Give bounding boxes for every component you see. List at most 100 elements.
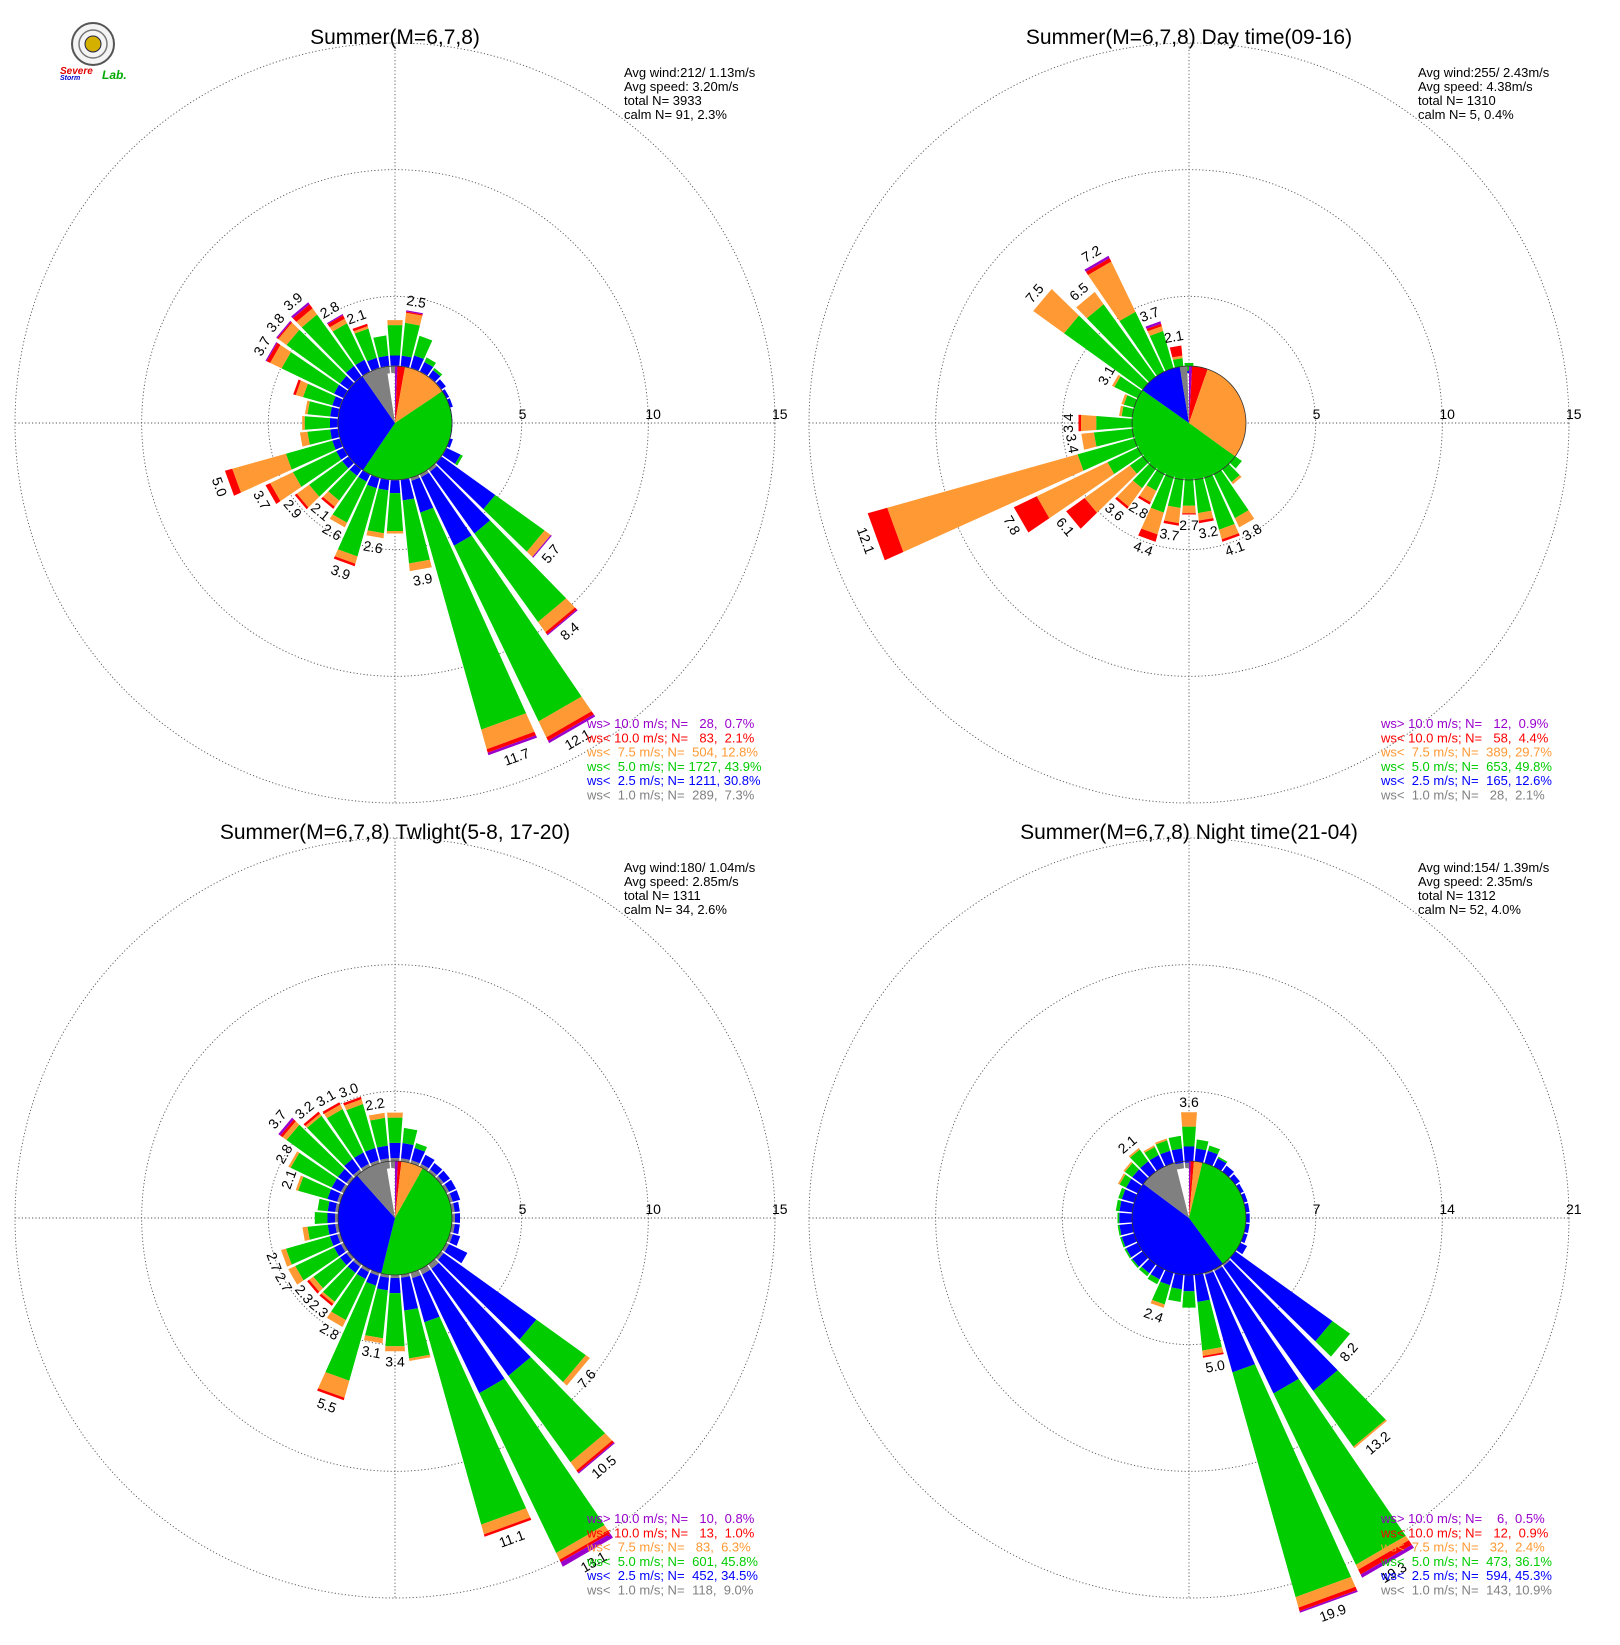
bar-segment	[444, 1244, 468, 1264]
bar-segment	[1088, 261, 1136, 321]
chart-title: Summer(M=6,7,8) Twlight(5-8, 17-20)	[220, 821, 570, 844]
bar-segment	[1129, 453, 1152, 474]
bar-label: 2.6	[362, 537, 384, 556]
bar-label: 3.6	[1179, 1094, 1199, 1110]
bar-segment	[1360, 1544, 1414, 1578]
bar-segment	[365, 1147, 379, 1164]
bar-segment	[474, 520, 567, 622]
bar-segment	[1232, 1364, 1352, 1598]
legend-entry: ws< 7.5 m/s; N= 83, 6.3%	[586, 1540, 751, 1555]
legend-value: 1727, 43.9%	[689, 759, 762, 774]
bar-label: 4.4	[1132, 538, 1156, 560]
legend-entry: ws< 10.0 m/s; N= 83, 2.1%	[586, 730, 755, 745]
bar-segment	[327, 315, 345, 328]
bar-segment	[481, 713, 535, 750]
bar-segment	[526, 530, 551, 557]
ring-label: 5	[1313, 406, 1321, 422]
calm-pie-slice	[395, 1161, 423, 1218]
bar-segment	[278, 1117, 294, 1136]
bar-segment	[266, 342, 281, 363]
ring-label: 15	[772, 1201, 788, 1217]
bar-segment	[385, 1293, 405, 1347]
bar-label: 3.4	[385, 1354, 405, 1370]
bar-segment	[303, 1111, 320, 1126]
bar-segment	[1197, 1299, 1222, 1351]
bar-segment	[1107, 445, 1146, 474]
bar-segment	[421, 472, 472, 546]
stat-avg-wind: Avg wind:212/ 1.13m/s	[624, 65, 756, 80]
legend-value: 504, 12.8%	[689, 745, 759, 760]
bar-segment	[352, 323, 368, 332]
bar-segment	[438, 1253, 537, 1340]
bar-segment	[400, 355, 412, 368]
wind-bar	[408, 1263, 532, 1537]
bar-segment	[337, 1168, 352, 1183]
bar-segment	[302, 416, 305, 430]
legend-entry: ws< 5.0 m/s; N= 653, 49.8%	[1380, 759, 1552, 774]
bar-segment	[314, 1212, 328, 1224]
ring-label: 7	[1313, 1201, 1321, 1217]
legend-label: ws< 2.5 m/s; N=	[586, 773, 685, 788]
bar-segment	[265, 342, 278, 362]
bar-segment	[377, 1145, 389, 1160]
bar-segment	[455, 454, 463, 466]
outer-ring	[808, 42, 1570, 804]
bar-segment	[1171, 1148, 1184, 1165]
bar-segment	[332, 476, 367, 523]
bar-segment	[322, 1266, 356, 1302]
bar-segment	[1147, 326, 1164, 336]
legend-entry: ws< 1.0 m/s; N= 118, 9.0%	[586, 1583, 754, 1598]
bar-segment	[431, 1262, 531, 1376]
bar-segment	[1182, 505, 1196, 514]
bar-segment	[538, 696, 592, 738]
bar-segment	[1182, 475, 1196, 506]
stat-calm-n: calm N= 52, 4.0%	[1418, 902, 1521, 917]
bar-segment	[389, 1142, 401, 1158]
bar-segment	[367, 488, 389, 534]
bar-segment	[420, 362, 434, 376]
bar-segment	[1084, 465, 1137, 513]
bar-segment	[1181, 1112, 1197, 1127]
bar-segment	[1298, 1586, 1357, 1612]
bar-segment	[340, 1253, 352, 1266]
bar-segment	[303, 383, 336, 406]
bar-label: 2.7	[263, 1250, 285, 1274]
bar-segment	[327, 1212, 335, 1224]
bar-segment	[1194, 1273, 1210, 1302]
bar-segment	[1119, 405, 1124, 417]
bar-segment	[428, 370, 441, 382]
bar-label: 2.2	[364, 1094, 386, 1113]
bar-segment	[1093, 428, 1139, 447]
bar-segment	[1149, 331, 1175, 373]
bar-segment	[1150, 470, 1175, 513]
calm-pie-slice	[1189, 1160, 1191, 1218]
bar-segment	[1138, 495, 1151, 505]
bar-segment	[387, 1117, 403, 1143]
bar-segment	[334, 549, 358, 564]
legend-entry: ws< 10.0 m/s; N= 13, 1.0%	[586, 1525, 755, 1540]
bar-segment	[1171, 1271, 1184, 1290]
bar-segment	[1194, 473, 1212, 514]
bar-segment	[1358, 1540, 1412, 1575]
bar-segment	[1116, 480, 1143, 507]
bar-segment	[400, 478, 415, 501]
outer-ring	[14, 837, 776, 1599]
bar-segment	[366, 1272, 379, 1286]
wind-bar	[1202, 1263, 1358, 1613]
wind-bar	[867, 436, 1144, 561]
calm-pie-slice	[1143, 1162, 1189, 1218]
ring-label: 10	[1439, 406, 1455, 422]
wind-bar	[1194, 1266, 1224, 1358]
bar-segment	[1150, 1299, 1165, 1308]
legend-value: 601, 45.8%	[689, 1554, 759, 1569]
bar-segment	[304, 416, 330, 430]
bar-segment	[326, 1109, 364, 1158]
bar-segment	[285, 1236, 334, 1265]
bar-segment	[307, 429, 332, 445]
bar-segment	[386, 493, 404, 531]
bar-segment	[421, 1154, 435, 1169]
bar-segment	[1147, 1274, 1160, 1285]
bar-segment	[331, 1274, 366, 1321]
wind-bar	[1218, 1253, 1387, 1449]
bar-segment	[332, 323, 365, 365]
